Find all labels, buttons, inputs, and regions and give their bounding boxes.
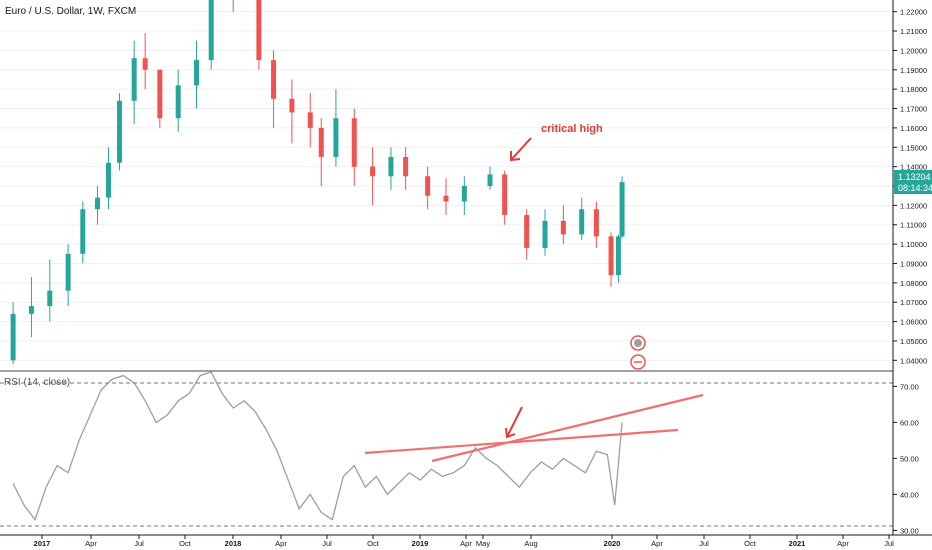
- time-axis-label: Jul: [134, 539, 144, 548]
- rsi-series-line[interactable]: [12, 371, 623, 521]
- time-axis-label: Apr: [460, 539, 472, 548]
- candle-body[interactable]: [289, 98, 295, 113]
- candle-body[interactable]: [318, 127, 324, 157]
- candle-body[interactable]: [271, 60, 277, 99]
- price-scale-label: 1.12000: [900, 201, 927, 210]
- rsi-scale-label: 60.00: [900, 418, 919, 427]
- grid-lines: [0, 11, 893, 361]
- candle-body[interactable]: [142, 58, 148, 70]
- rsi-arrow-icon[interactable]: [505, 406, 523, 439]
- symbol-title: Euro / U.S. Dollar, 1W, FXCM: [5, 6, 136, 17]
- price-scale-label: 1.20000: [900, 46, 927, 55]
- time-axis-label: Jul: [699, 539, 709, 548]
- time-axis-label: Jul: [322, 539, 332, 548]
- time-axis-label: Aug: [524, 539, 537, 548]
- candle-body[interactable]: [403, 156, 409, 177]
- time-axis-label: May: [476, 539, 490, 548]
- candle-body[interactable]: [105, 162, 111, 198]
- candle-body[interactable]: [619, 182, 625, 237]
- candle-body[interactable]: [615, 236, 621, 276]
- current-price-value: 1.13204: [898, 172, 931, 182]
- rsi-title: RSI (14, close): [4, 377, 70, 388]
- critical-high-label: critical high: [541, 123, 603, 135]
- rsi-trendline-1[interactable]: [364, 428, 679, 455]
- rsi-scale-labels: 70.00 60.00 50.00 40.00 30.00: [893, 382, 919, 535]
- candle-body[interactable]: [194, 60, 200, 86]
- candle-body[interactable]: [579, 209, 585, 235]
- time-axis-label: Apr: [837, 539, 849, 548]
- time-axis-label: Apr: [651, 539, 663, 548]
- rsi-scale-label: 30.00: [900, 526, 919, 535]
- event-marker-icon[interactable]: [630, 335, 646, 370]
- price-scale-label: 1.19000: [900, 66, 927, 75]
- candle-body[interactable]: [560, 220, 566, 235]
- price-scale-label: 1.11000: [900, 221, 927, 230]
- time-axis-label: 2021: [789, 539, 806, 548]
- price-scale-label: 1.10000: [900, 240, 927, 249]
- price-scale-label: 1.08000: [900, 279, 927, 288]
- candle-body[interactable]: [524, 215, 530, 248]
- candle-body[interactable]: [131, 58, 137, 101]
- price-scale-label: 1.21000: [900, 27, 927, 36]
- candle-body[interactable]: [351, 118, 357, 167]
- drawing-overlays[interactable]: critical high: [364, 123, 704, 463]
- candle-body[interactable]: [256, 0, 262, 61]
- price-scale-label: 1.15000: [900, 143, 927, 152]
- time-axis-label: Oct: [744, 539, 757, 548]
- price-scale-label: 1.06000: [900, 318, 927, 327]
- price-scale-label: 1.09000: [900, 259, 927, 268]
- candle-body[interactable]: [502, 174, 508, 216]
- candle-body[interactable]: [608, 236, 614, 276]
- time-axis-label: 2017: [34, 539, 51, 548]
- candle-body[interactable]: [157, 69, 163, 119]
- candle-body[interactable]: [208, 0, 214, 61]
- candle-body[interactable]: [65, 253, 71, 291]
- time-axis-label: Oct: [367, 539, 380, 548]
- price-scale-label: 1.07000: [900, 298, 927, 307]
- candle-body[interactable]: [307, 112, 313, 128]
- candle-body[interactable]: [593, 209, 599, 237]
- time-axis-label: Apr: [85, 539, 97, 548]
- current-price-tag[interactable]: [894, 170, 932, 194]
- price-candles[interactable]: [10, 0, 625, 365]
- candle-body[interactable]: [116, 100, 122, 163]
- candle-body[interactable]: [388, 156, 394, 177]
- candle-body[interactable]: [443, 195, 449, 202]
- rsi-line[interactable]: [12, 371, 623, 521]
- candle-body[interactable]: [333, 118, 339, 157]
- price-scale-label: 1.05000: [900, 337, 927, 346]
- time-axis-label: Jul: [884, 539, 894, 548]
- candle-body[interactable]: [175, 85, 181, 119]
- price-scale-label: 1.14000: [900, 163, 927, 172]
- price-scale-label: 1.18000: [900, 85, 927, 94]
- price-scale-label: 1.17000: [900, 105, 927, 114]
- rsi-scale-label: 40.00: [900, 490, 919, 499]
- rsi-scale-label: 50.00: [900, 454, 919, 463]
- time-axis-label: 2019: [412, 539, 429, 548]
- candle-body[interactable]: [28, 306, 34, 314]
- time-axis-label: 2020: [604, 539, 621, 548]
- time-axis-label: Apr: [275, 539, 287, 548]
- candle-body[interactable]: [542, 220, 548, 248]
- time-axis-labels[interactable]: 2017 Apr Jul Oct 2018 Apr Jul Oct 2019 Apr May Aug 2…: [34, 535, 894, 548]
- rsi-trendline-2[interactable]: [431, 393, 704, 463]
- time-axis-label: Oct: [179, 539, 192, 548]
- rsi-scale-label: 70.00: [900, 382, 919, 391]
- candle-body[interactable]: [10, 313, 16, 361]
- price-scale-label: 1.04000: [900, 356, 927, 365]
- candle-body[interactable]: [461, 186, 467, 202]
- candle-body[interactable]: [94, 197, 100, 210]
- candle-body[interactable]: [370, 166, 376, 177]
- candle-body[interactable]: [47, 290, 53, 307]
- time-axis-label: 2018: [225, 539, 242, 548]
- price-scale-label: 1.16000: [900, 124, 927, 133]
- candle-body[interactable]: [80, 209, 86, 254]
- price-scale-bg[interactable]: [893, 0, 932, 535]
- bar-countdown: 08:14:34: [898, 183, 932, 193]
- price-arrow-icon[interactable]: [510, 137, 532, 162]
- candle-body[interactable]: [425, 176, 431, 196]
- price-scale-label: 1.22000: [900, 8, 927, 17]
- candle-body[interactable]: [487, 174, 493, 186]
